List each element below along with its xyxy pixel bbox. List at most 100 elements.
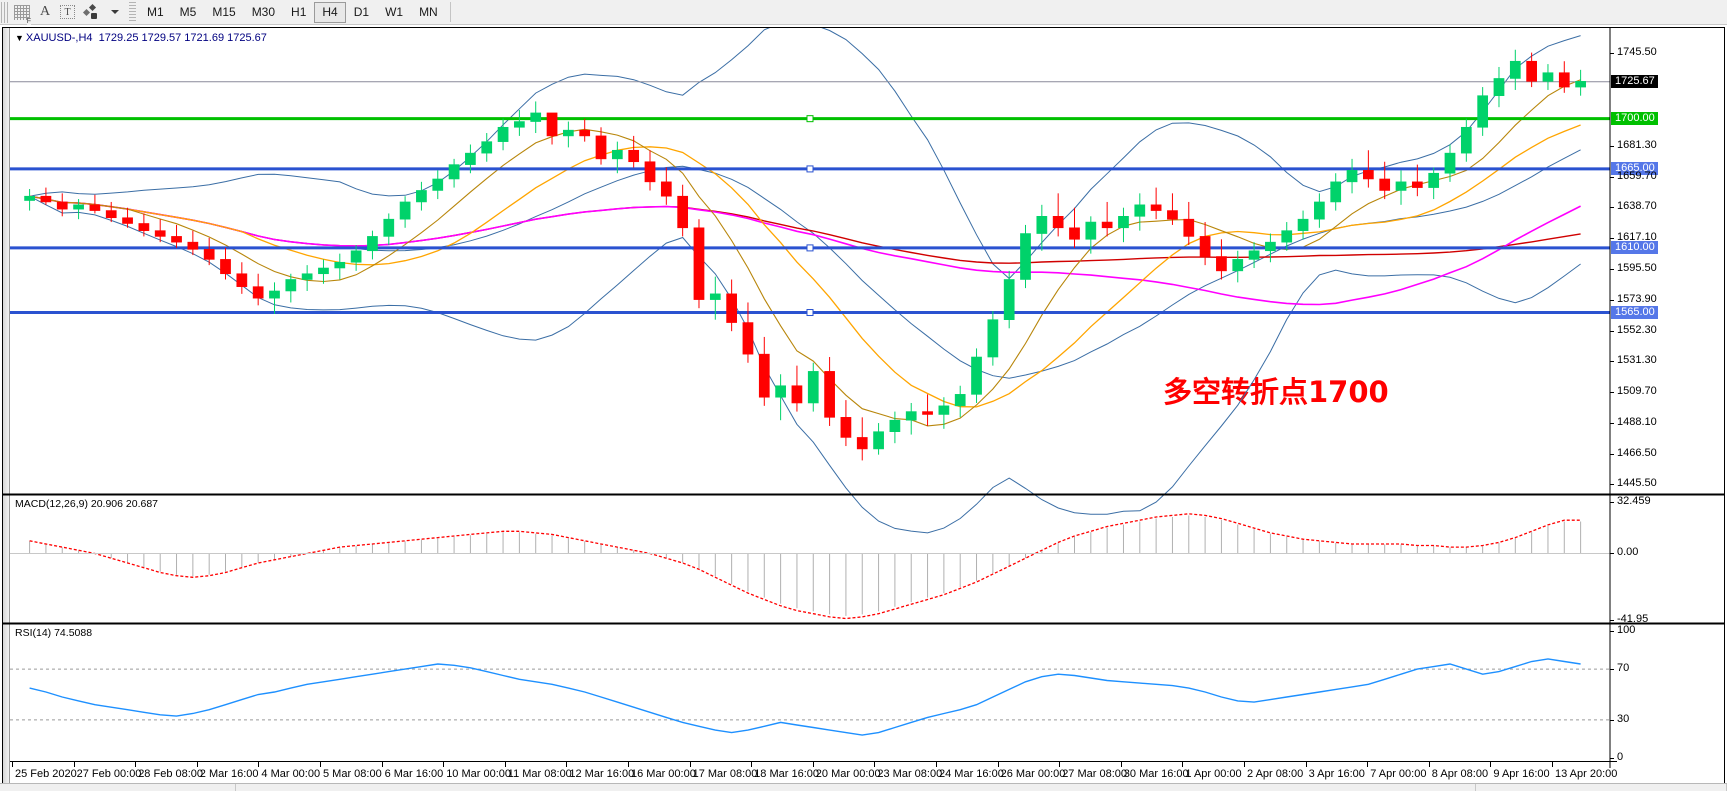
time-axis-tick xyxy=(628,762,629,767)
time-axis-tick xyxy=(566,762,568,767)
axis-tick xyxy=(1610,669,1614,671)
time-axis-label: 2 Apr 08:00 xyxy=(1247,768,1304,780)
time-axis-tick xyxy=(504,762,506,767)
status-cell-1 xyxy=(0,784,236,791)
symbol-ohlc-values: 1729.25 1729.57 1721.69 1725.67 xyxy=(98,32,267,44)
time-axis-label: 9 Apr 16:00 xyxy=(1493,768,1550,780)
price-axis[interactable]: 1745.50 1725.67 1700.00 1681.30 1665.00 1659.… xyxy=(1610,28,1724,786)
price-level-tag-1700-00[interactable]: 1700.00 xyxy=(1611,111,1658,125)
axis-label: 0 xyxy=(1617,751,1624,763)
chart-area[interactable]: ▼ XAUUSD-,H4 1729.25 1729.57 1721.69 1725… xyxy=(0,25,1727,791)
price-axis-label: 1466.50 xyxy=(1617,446,1657,459)
objects-icon[interactable] xyxy=(79,1,104,23)
time-axis-label: 25 Feb 2020 xyxy=(15,768,77,780)
price-axis-tick xyxy=(1610,145,1614,147)
timeframe-mn[interactable]: MN xyxy=(419,5,438,19)
chart-collapse-icon[interactable]: ▼ xyxy=(15,33,24,43)
time-axis-tick xyxy=(1059,762,1061,767)
time-axis-label: 13 Apr 20:00 xyxy=(1555,768,1618,780)
price-axis-tick xyxy=(1610,53,1614,55)
time-axis-tick xyxy=(258,762,260,767)
time-axis-label: 27 Feb 00:00 xyxy=(76,768,142,780)
time-axis-tick xyxy=(1367,762,1369,767)
axis-label: 32.459 xyxy=(1617,495,1651,507)
price-level-tag-1610-00[interactable]: 1610.00 xyxy=(1611,240,1658,254)
time-axis-tick xyxy=(812,762,814,767)
status-cell-3 xyxy=(1476,784,1727,791)
price-axis-tick xyxy=(1610,453,1614,455)
time-axis-label: 8 Apr 08:00 xyxy=(1431,768,1489,780)
time-axis-label: 16 Mar 00:00 xyxy=(631,768,696,780)
time-axis-label: 27 Mar 08:00 xyxy=(1062,768,1128,780)
time-axis-tick xyxy=(73,762,75,767)
time-axis-tick xyxy=(1120,762,1122,767)
chart-frame: ▼ XAUUSD-,H4 1729.25 1729.57 1721.69 1725… xyxy=(2,27,1725,787)
price-axis-label: 1659.70 xyxy=(1617,169,1657,182)
time-axis-label: 26 Mar 00:00 xyxy=(1000,768,1066,780)
price-axis-tick xyxy=(1610,484,1614,486)
time-axis[interactable]: 25 Feb 2020 27 Feb 00:00 28 Feb 08:00 2 Mar… xyxy=(10,761,1617,786)
price-level-tag-1665-00[interactable]: 1665.00 xyxy=(1611,161,1658,175)
price-axis-tick xyxy=(1610,206,1614,208)
time-axis-label: 1 Apr 00:00 xyxy=(1185,768,1242,780)
time-axis-tick xyxy=(320,762,321,767)
timeframe-m5[interactable]: M5 xyxy=(179,5,197,19)
price-axis-label: 1638.70 xyxy=(1617,199,1657,212)
timeframe-m1[interactable]: M1 xyxy=(147,5,164,19)
axis-label: 100 xyxy=(1617,624,1636,636)
price-axis-label: 1745.50 xyxy=(1617,46,1657,59)
status-bar xyxy=(0,783,1727,791)
axis-tick xyxy=(1610,502,1614,503)
chart-canvas xyxy=(3,28,1724,768)
price-axis-label: 1573.90 xyxy=(1617,292,1657,305)
time-axis-label: 4 Mar 00:00 xyxy=(261,768,321,780)
timeframe-m30[interactable]: M30 xyxy=(251,5,276,19)
timeframe-h4[interactable]: H4 xyxy=(314,1,346,23)
time-axis-tick xyxy=(1305,762,1307,767)
crosshair-grid-icon[interactable] xyxy=(10,1,34,25)
price-axis-tick xyxy=(1610,268,1614,270)
time-axis-tick xyxy=(1244,762,1245,767)
time-axis-tick xyxy=(751,762,753,767)
price-axis-label: 1617.10 xyxy=(1617,230,1657,243)
time-axis-label: 30 Mar 16:00 xyxy=(1123,768,1189,780)
macd-indicator-label: MACD(12,26,9) 20.906 20.687 xyxy=(15,498,159,510)
toolbar-drag-handle[interactable] xyxy=(1,1,8,23)
price-axis-label: 1445.50 xyxy=(1617,477,1657,490)
time-axis-label: 10 Mar 00:00 xyxy=(446,768,512,780)
axis-label: 0.00 xyxy=(1617,546,1639,559)
price-axis-label: 1595.50 xyxy=(1617,261,1657,274)
axis-tick xyxy=(1610,719,1614,721)
price-axis-label: 1531.30 xyxy=(1617,353,1657,366)
price-axis-label: 1488.10 xyxy=(1617,415,1657,428)
time-axis-label: 6 Mar 16:00 xyxy=(384,768,444,780)
timeframe-d1[interactable]: D1 xyxy=(353,5,370,19)
time-axis-label: 28 Feb 08:00 xyxy=(138,768,204,780)
objects-dropdown-icon[interactable] xyxy=(104,1,126,23)
axis-label: 30 xyxy=(1617,712,1630,725)
time-axis-tick xyxy=(936,762,937,767)
price-axis-tick xyxy=(1610,422,1614,424)
price-axis-tick xyxy=(1610,176,1614,178)
price-axis-tick xyxy=(1610,391,1614,393)
symbol-ohlc-label: ▼ XAUUSD-,H4 1729.25 1729.57 1721.69 1725… xyxy=(15,32,267,44)
time-axis-tick xyxy=(1490,762,1492,767)
chart-left-scrollbar[interactable] xyxy=(3,28,10,786)
time-axis-tick xyxy=(1552,762,1553,767)
price-axis-label: 1681.30 xyxy=(1617,138,1657,151)
timeframe-w1[interactable]: W1 xyxy=(385,5,404,19)
price-level-tag-1565-00[interactable]: 1565.00 xyxy=(1611,305,1658,319)
timeframe-h1[interactable]: H1 xyxy=(291,5,307,19)
price-axis-tick xyxy=(1610,299,1614,301)
time-axis-tick xyxy=(1428,762,1430,767)
current-price-tag[interactable]: 1725.67 xyxy=(1611,74,1658,88)
axis-tick xyxy=(1610,631,1614,632)
time-axis-label: 5 Mar 08:00 xyxy=(323,768,382,780)
timeframe-m15[interactable]: M15 xyxy=(212,5,236,19)
axis-label: -41.95 xyxy=(1617,613,1649,625)
text-label-icon[interactable]: A xyxy=(39,4,51,19)
time-axis-tick xyxy=(997,762,999,767)
chart-annotation-text: 多空转折点1700 xyxy=(1163,374,1389,409)
toolbar-divider xyxy=(449,2,451,22)
text-object-icon[interactable]: T xyxy=(56,1,79,23)
